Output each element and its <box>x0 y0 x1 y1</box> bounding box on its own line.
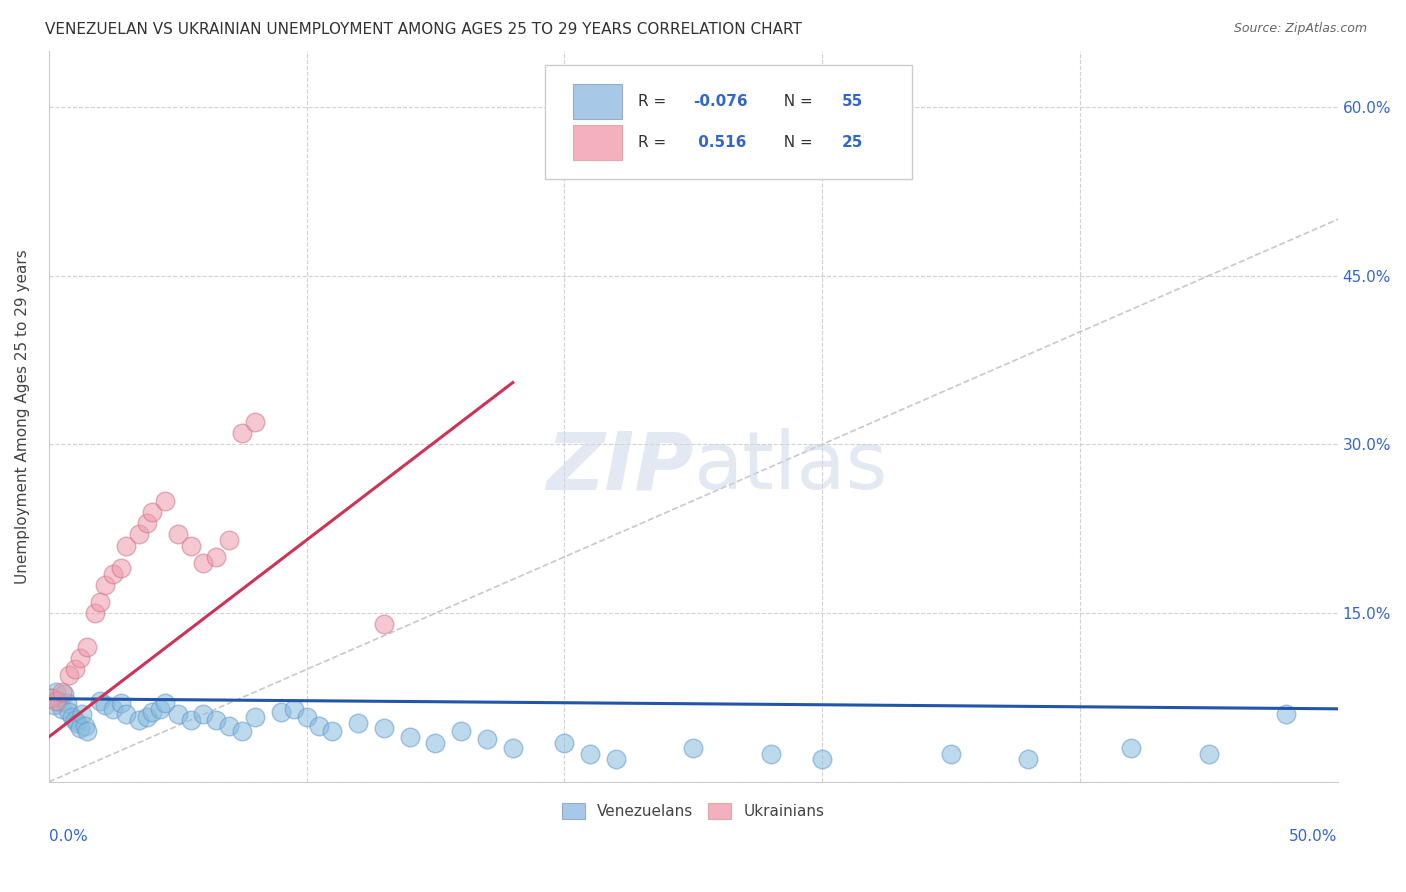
Point <box>373 721 395 735</box>
Text: VENEZUELAN VS UKRAINIAN UNEMPLOYMENT AMONG AGES 25 TO 29 YEARS CORRELATION CHART: VENEZUELAN VS UKRAINIAN UNEMPLOYMENT AMO… <box>45 22 801 37</box>
Point <box>141 505 163 519</box>
Point <box>166 527 188 541</box>
Point <box>166 707 188 722</box>
Point <box>295 709 318 723</box>
Point <box>51 685 73 699</box>
Text: 25: 25 <box>841 135 863 150</box>
Point <box>218 533 240 547</box>
Point <box>135 709 157 723</box>
Point <box>759 747 782 761</box>
Text: 0.516: 0.516 <box>693 135 747 150</box>
Point <box>243 415 266 429</box>
Point <box>682 741 704 756</box>
Point <box>110 561 132 575</box>
Point <box>180 539 202 553</box>
Point <box>94 698 117 713</box>
Point <box>218 719 240 733</box>
Point <box>76 640 98 654</box>
Point <box>135 516 157 531</box>
Point <box>283 702 305 716</box>
Point <box>373 617 395 632</box>
Y-axis label: Unemployment Among Ages 25 to 29 years: Unemployment Among Ages 25 to 29 years <box>15 249 30 583</box>
Point <box>1017 752 1039 766</box>
Point <box>193 556 215 570</box>
Point <box>41 690 63 705</box>
Text: N =: N = <box>775 135 818 150</box>
Point <box>48 694 70 708</box>
Text: R =: R = <box>638 135 676 150</box>
Point <box>115 539 138 553</box>
Point <box>425 735 447 749</box>
Point <box>63 662 86 676</box>
Point <box>51 702 73 716</box>
Legend: Venezuelans, Ukrainians: Venezuelans, Ukrainians <box>555 797 831 825</box>
Point <box>110 696 132 710</box>
Text: N =: N = <box>775 94 818 109</box>
Point <box>56 696 79 710</box>
Text: 50.0%: 50.0% <box>1289 830 1337 844</box>
Point <box>321 724 343 739</box>
FancyBboxPatch shape <box>546 65 912 178</box>
Point <box>58 705 80 719</box>
Point <box>69 651 91 665</box>
Point <box>308 719 330 733</box>
Point <box>128 527 150 541</box>
Point <box>58 668 80 682</box>
Point <box>205 713 228 727</box>
Point <box>115 707 138 722</box>
Point <box>103 702 125 716</box>
Point <box>205 549 228 564</box>
Text: atlas: atlas <box>693 428 887 507</box>
Point <box>149 702 172 716</box>
Point <box>502 741 524 756</box>
Point <box>73 719 96 733</box>
Point <box>153 696 176 710</box>
Point <box>1198 747 1220 761</box>
Point <box>53 687 76 701</box>
Point <box>103 566 125 581</box>
Point <box>153 493 176 508</box>
FancyBboxPatch shape <box>574 125 623 160</box>
Point <box>1121 741 1143 756</box>
Text: R =: R = <box>638 94 671 109</box>
Point <box>69 721 91 735</box>
Point <box>89 694 111 708</box>
Point <box>270 705 292 719</box>
Point <box>141 705 163 719</box>
Point <box>89 595 111 609</box>
Point <box>180 713 202 727</box>
Point <box>42 698 65 713</box>
Point <box>45 685 67 699</box>
Point <box>231 426 253 441</box>
Point <box>63 713 86 727</box>
Point <box>94 578 117 592</box>
Point <box>128 713 150 727</box>
Text: -0.076: -0.076 <box>693 94 748 109</box>
Point <box>347 716 370 731</box>
Point <box>579 747 602 761</box>
Point <box>1275 707 1298 722</box>
Point <box>605 752 627 766</box>
Point <box>84 606 107 620</box>
Text: Source: ZipAtlas.com: Source: ZipAtlas.com <box>1233 22 1367 36</box>
Point <box>72 707 94 722</box>
Point <box>193 707 215 722</box>
Point <box>243 709 266 723</box>
Point <box>939 747 962 761</box>
Point <box>475 732 498 747</box>
Point <box>553 735 575 749</box>
Text: ZIP: ZIP <box>546 428 693 507</box>
Point <box>231 724 253 739</box>
Point <box>811 752 834 766</box>
Point <box>45 694 67 708</box>
Point <box>398 730 420 744</box>
Text: 55: 55 <box>841 94 863 109</box>
FancyBboxPatch shape <box>574 84 623 119</box>
Point <box>450 724 472 739</box>
Text: 0.0%: 0.0% <box>49 830 87 844</box>
Point <box>41 690 63 705</box>
Point <box>60 709 83 723</box>
Point <box>66 716 89 731</box>
Point <box>76 724 98 739</box>
